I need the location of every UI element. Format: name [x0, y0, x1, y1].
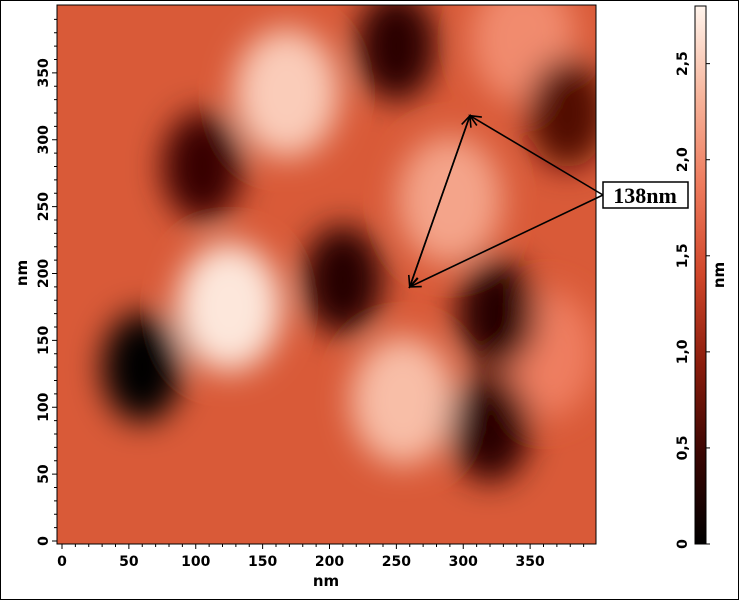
- y-tick-label: 200: [36, 259, 52, 288]
- colorbar-tick-label: 0,5: [675, 436, 691, 461]
- y-tick-label: 300: [36, 125, 52, 154]
- height-valley: [102, 312, 183, 423]
- arrow-to-upper-point: [469, 114, 604, 196]
- colorbar-axis: 0 0,5 1,0 1,5 2,0 2,5: [675, 51, 710, 549]
- colorbar-tick-label: 2,0: [675, 147, 691, 172]
- arrow-to-lower-point: [409, 194, 604, 288]
- colorbar-tick-label: 0: [675, 539, 691, 549]
- x-tick-label: 300: [449, 554, 478, 570]
- height-valley: [356, 5, 437, 102]
- height-peak: [397, 135, 502, 264]
- y-axis-title: nm: [13, 260, 31, 286]
- height-valley: [527, 58, 596, 168]
- height-peak: [234, 28, 339, 157]
- x-tick-label: 200: [315, 554, 344, 570]
- height-peak: [351, 336, 456, 465]
- y-tick-label: 350: [36, 58, 52, 87]
- arrow-between-points-down-head: [407, 274, 419, 289]
- x-axis: 0 50 100 150 200 250 300 350: [57, 544, 585, 570]
- x-tick-label: 250: [382, 554, 411, 570]
- y-tick-label: 100: [36, 392, 52, 421]
- height-valley: [302, 225, 383, 336]
- colorbar: [694, 5, 707, 545]
- heatmap-features: [102, 5, 596, 483]
- plot-border: [56, 4, 597, 545]
- colorbar-tick-label: 1,0: [675, 339, 691, 364]
- colorbar-tick-label: 1,5: [675, 243, 691, 268]
- height-valley: [456, 258, 537, 369]
- distance-annotation: 138nm: [407, 113, 689, 289]
- colorbar-tick-label: 2,5: [675, 51, 691, 76]
- x-tick-label: 350: [516, 554, 545, 570]
- x-axis-title: nm: [313, 572, 339, 590]
- x-tick-label: 150: [248, 554, 277, 570]
- y-tick-label: 0: [36, 536, 52, 546]
- height-valley: [162, 111, 243, 222]
- x-tick-label: 100: [181, 554, 210, 570]
- x-tick-label: 50: [119, 554, 139, 570]
- y-tick-label: 50: [36, 464, 52, 484]
- y-tick-label: 250: [36, 192, 52, 221]
- height-peak: [177, 242, 282, 371]
- x-tick-label: 0: [57, 554, 67, 570]
- colorbar-title: nm: [710, 262, 728, 288]
- annotation-box: [602, 181, 689, 209]
- y-axis: 0 50 100 150 200 250 300 350: [36, 18, 57, 546]
- arrow-between-points-down: [408, 115, 471, 288]
- annotation-label: 138nm: [613, 183, 677, 208]
- y-tick-label: 150: [36, 326, 52, 355]
- height-valley: [450, 372, 530, 483]
